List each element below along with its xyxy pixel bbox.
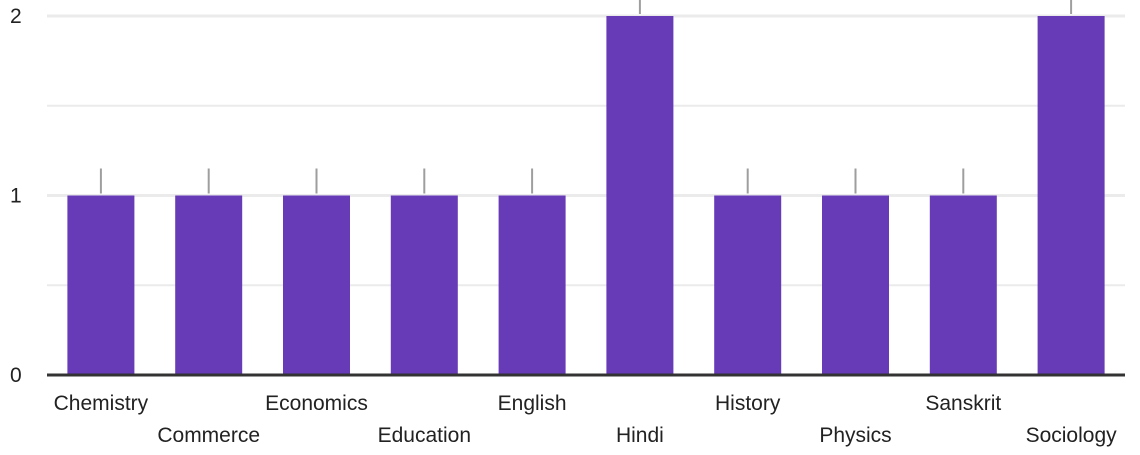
x-tick-label-sanskrit: Sanskrit: [925, 392, 1001, 415]
bar-commerce: [175, 195, 243, 375]
y-tick-labels: 0 1 2: [10, 5, 22, 387]
x-tick-label-chemistry: Chemistry: [54, 392, 149, 415]
y-tick-label-0: 0: [10, 364, 22, 387]
x-tick-label-commerce: Commerce: [157, 424, 260, 447]
x-tick-label-physics: Physics: [819, 424, 891, 447]
bars: [67, 16, 1105, 375]
x-tick-label-history: History: [715, 392, 781, 415]
bar-education: [390, 195, 458, 375]
y-tick-label-2: 2: [10, 5, 22, 28]
x-tick-label-economics: Economics: [265, 392, 368, 415]
bar-sociology: [1037, 16, 1105, 375]
error-bars: [99, 0, 1073, 194]
y-tick-label-1: 1: [10, 185, 22, 208]
bar-hindi: [606, 16, 674, 375]
bar-sanskrit: [929, 195, 997, 375]
bar-chemistry: [67, 195, 135, 375]
bar-physics: [822, 195, 889, 375]
x-tick-label-education: Education: [378, 424, 471, 447]
x-tick-label-english: English: [498, 392, 567, 415]
x-tick-label-sociology: Sociology: [1026, 424, 1118, 447]
bar-economics: [283, 195, 350, 375]
bar-english: [498, 195, 566, 375]
bar-history: [714, 195, 782, 375]
x-tick-label-hindi: Hindi: [616, 424, 664, 447]
